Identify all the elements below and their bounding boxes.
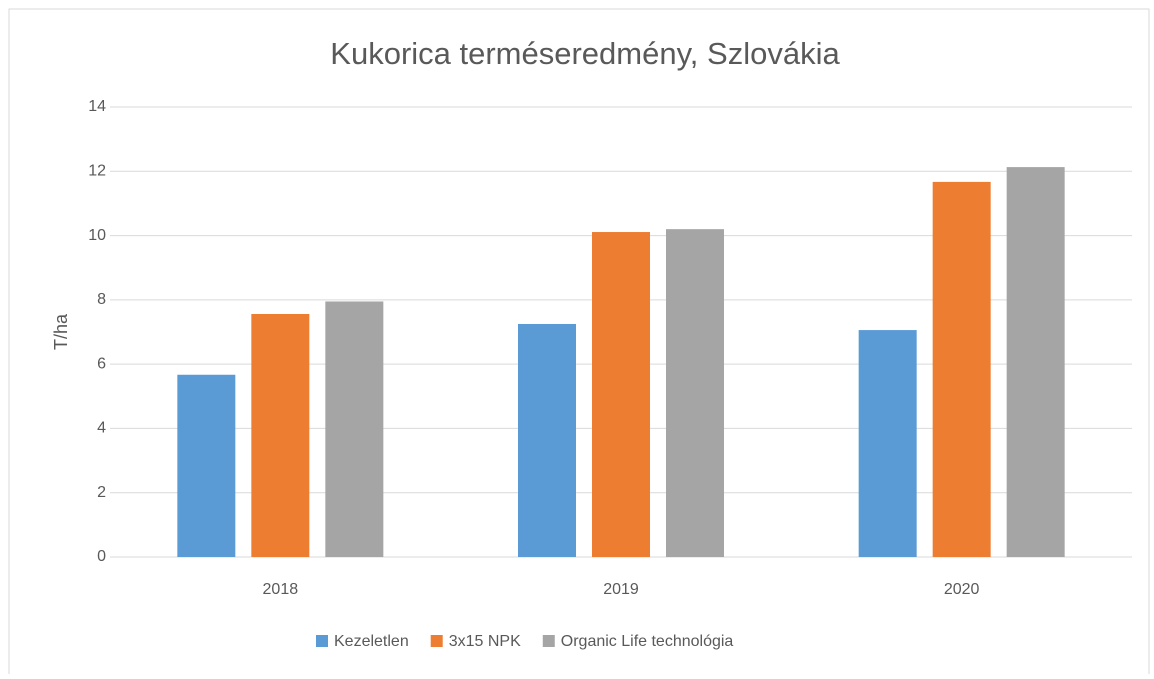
x-tick-label: 2020: [944, 581, 980, 598]
legend-label: 3x15 NPK: [449, 633, 521, 650]
y-tick-label: 10: [88, 227, 106, 244]
legend-swatch: [542, 635, 555, 647]
chart-title: Kukorica terméseredmény, Szlovákia: [330, 36, 840, 71]
y-tick-label: 6: [97, 355, 106, 372]
bar: [177, 374, 236, 557]
legend-label: Kezeletlen: [334, 633, 409, 650]
legend-swatch: [316, 635, 328, 647]
y-axis-label: T/ha: [51, 313, 71, 350]
bar: [1006, 167, 1065, 557]
x-tick-label: 2019: [603, 581, 639, 598]
y-tick-label: 4: [97, 420, 106, 437]
legend-label: Organic Life technológia: [561, 633, 734, 650]
y-tick-label: 0: [97, 548, 106, 565]
bar: [325, 301, 384, 557]
bar: [251, 314, 310, 557]
y-tick-label: 2: [97, 484, 106, 501]
y-tick-label: 14: [88, 98, 106, 115]
bar: [518, 323, 576, 557]
y-tick-label: 8: [97, 291, 106, 308]
x-tick-label: 2018: [263, 581, 299, 598]
legend-swatch: [430, 635, 443, 647]
bar: [592, 232, 650, 558]
bar: [666, 229, 724, 557]
y-tick-label: 12: [88, 163, 106, 180]
bar: [858, 330, 917, 557]
bar: [932, 181, 991, 557]
